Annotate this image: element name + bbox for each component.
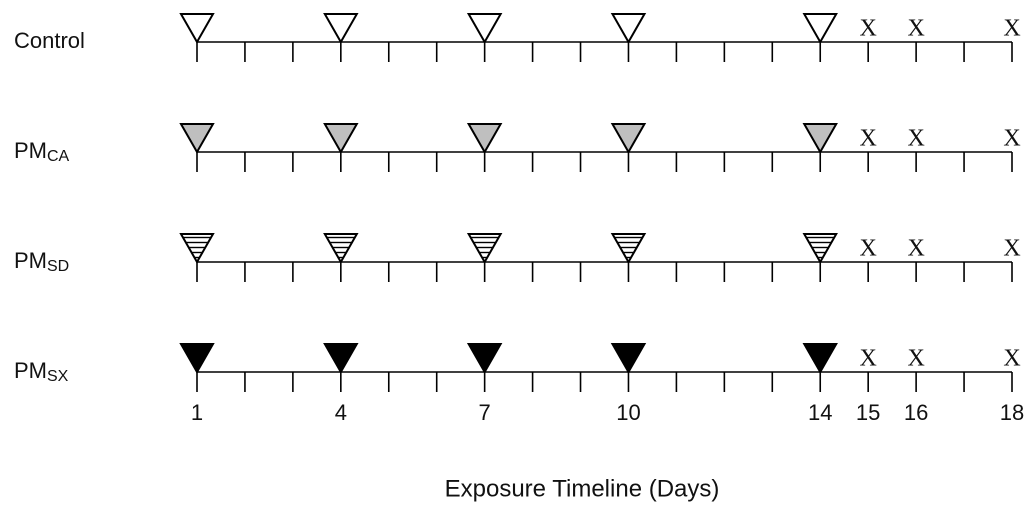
exposure-marker <box>323 13 359 45</box>
row-label-sub: SD <box>47 258 69 275</box>
end-marker: X <box>860 346 877 372</box>
day-label: 1 <box>191 400 203 425</box>
day-label: 4 <box>335 400 347 425</box>
exposure-marker <box>323 233 359 265</box>
row-label-main: Control <box>14 28 85 53</box>
exposure-marker <box>179 13 215 45</box>
exposure-marker <box>802 123 838 155</box>
day-label: 7 <box>479 400 491 425</box>
exposure-marker <box>610 233 647 265</box>
exposure-marker <box>179 233 215 265</box>
row-label-main: PM <box>14 138 47 163</box>
exposure-marker <box>802 343 838 375</box>
exposure-marker <box>610 13 647 45</box>
row-label: PMCA <box>14 138 70 165</box>
end-marker: X <box>1003 236 1020 262</box>
day-label: 14 <box>808 400 832 425</box>
end-marker: X <box>860 126 877 152</box>
end-marker: X <box>907 236 924 262</box>
exposure-marker <box>466 123 503 155</box>
exposure-marker <box>466 233 503 265</box>
row-label-sub: SX <box>47 368 69 385</box>
exposure-marker <box>610 343 647 375</box>
exposure-marker <box>802 233 838 265</box>
row-label: PMSX <box>14 358 69 385</box>
day-label: 18 <box>1000 400 1024 425</box>
end-marker: X <box>907 346 924 372</box>
day-label: 16 <box>904 400 928 425</box>
exposure-marker <box>179 123 215 155</box>
end-marker: X <box>860 16 877 42</box>
axis-title: Exposure Timeline (Days) <box>445 475 720 502</box>
row-label-sub: CA <box>47 148 70 165</box>
day-label: 15 <box>856 400 880 425</box>
row-label-main: PM <box>14 358 47 383</box>
end-marker: X <box>1003 126 1020 152</box>
row-label-main: PM <box>14 248 47 273</box>
exposure-marker <box>466 13 503 45</box>
row-label: Control <box>14 28 85 53</box>
day-label: 10 <box>616 400 640 425</box>
row-label: PMSD <box>14 248 69 275</box>
end-marker: X <box>1003 346 1020 372</box>
end-marker: X <box>907 16 924 42</box>
exposure-marker <box>802 13 838 45</box>
end-marker: X <box>1003 16 1020 42</box>
exposure-marker <box>466 343 503 375</box>
exposure-marker <box>323 343 359 375</box>
exposure-marker <box>179 343 215 375</box>
end-marker: X <box>907 126 924 152</box>
exposure-marker <box>323 123 359 155</box>
exposure-marker <box>610 123 647 155</box>
end-marker: X <box>860 236 877 262</box>
